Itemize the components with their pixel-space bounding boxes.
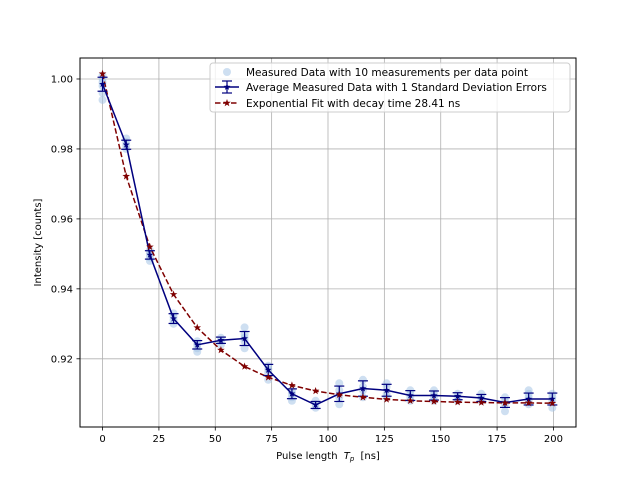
fit-point [98,69,107,77]
y-tick-label: 1.00 [51,74,73,85]
measured-point [477,389,486,398]
measured-point [524,386,533,395]
legend-handle-fit [215,99,239,107]
fit-line [101,73,553,404]
average-point [548,395,556,402]
measured-point [240,323,249,332]
legend-label-fit: Exponential Fit with decay time 28.41 ns [246,98,460,110]
fit-point [122,172,131,180]
y-tick-label: 0.98 [51,144,73,155]
x-axis-label-subscript: p [349,455,355,463]
average-point [383,386,391,394]
measured-point [500,407,509,416]
average-point [406,391,414,399]
average-point [193,341,201,348]
fit-point [501,398,509,407]
fit-point [335,390,344,399]
y-tick-label: 0.92 [51,354,73,365]
average-point [99,80,106,88]
average-point [312,401,320,408]
x-tick-label: 175 [488,434,507,445]
y-tick-label: 0.94 [51,284,73,295]
legend: Measured Data with 10 measurements per d… [209,62,571,113]
legend-label-average: Average Measured Data with 1 Standard De… [246,82,547,94]
measured-point [382,379,391,388]
average-point [454,392,462,400]
measured-point [358,375,367,384]
y-axis-label: Intensity [counts] [33,198,44,286]
fit-point [311,386,320,395]
average-point [288,390,296,397]
measured-point [311,396,320,405]
measured-point [335,400,344,409]
y-ticks: 0.92 0.94 0.96 0.98 1.00 [51,74,80,365]
fit-point [453,398,462,406]
average-point [170,314,177,322]
measured-point [429,386,438,395]
fit-point [359,393,367,401]
x-tick-label: 200 [544,434,563,445]
x-axis-label-unit: [ns] [360,451,379,462]
average-point [264,366,272,373]
legend-measured-marker [223,68,231,76]
average-point [122,141,130,148]
average-point [525,395,533,402]
average-point [477,394,485,401]
axes-frame [79,57,577,428]
plot-area [97,69,558,416]
y-tick-label: 0.96 [51,214,73,225]
fit-point [382,395,391,403]
fit-point [406,396,415,404]
x-tick-label: 50 [209,434,222,445]
average-point [217,336,225,344]
average-point [430,391,438,399]
measured-point [98,95,107,104]
legend-fit-marker [223,99,231,107]
measured-point [335,379,344,388]
fit-point [193,323,202,331]
x-tick-label: 0 [99,434,105,445]
x-ticks: 0 25 50 75 100 125 150 175 200 [99,427,563,445]
fit-point [477,398,486,406]
legend-handle-measured [223,68,231,76]
x-tick-label: 125 [375,434,394,445]
average-point [146,251,154,258]
fit-point [240,362,249,370]
legend-handle-average [215,80,239,94]
x-axis-label-symbol: T [344,451,351,462]
average-point [241,334,249,342]
fit-point [548,399,557,407]
x-tick-label: 100 [318,434,337,445]
legend-average-marker [223,83,231,90]
fit-point [288,381,296,389]
fit-point [430,397,438,405]
x-tick-label: 75 [265,434,278,445]
fit-point [524,398,533,407]
fit-point [169,290,178,298]
fit-point [146,242,154,251]
x-axis-label-text: Pulse length [276,451,337,462]
legend-label-measured: Measured Data with 10 measurements per d… [246,67,528,79]
legend-box [209,62,571,113]
x-tick-label: 25 [153,434,166,445]
fit-point [264,373,273,381]
measured-point [240,344,249,353]
fit-point [217,346,225,354]
x-axis-label: Pulse length Tp [ns] [276,451,380,464]
average-point [359,384,367,392]
x-tick-label: 150 [431,434,450,445]
